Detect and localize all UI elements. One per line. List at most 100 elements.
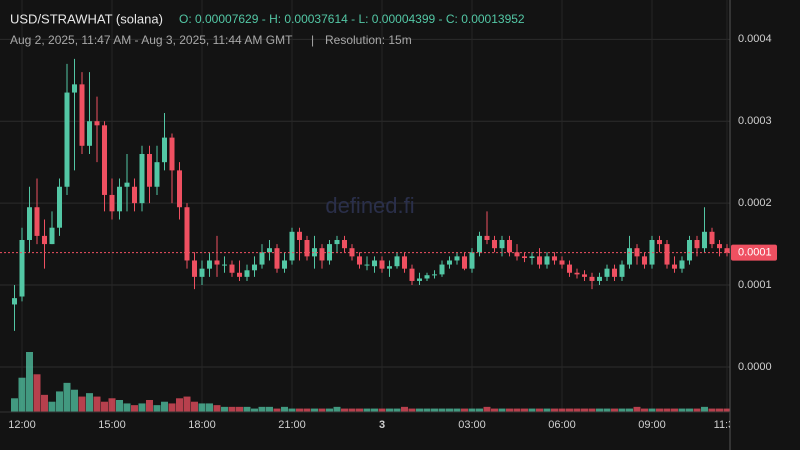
volume-bar (603, 408, 611, 412)
candle-body (402, 256, 407, 269)
candle-body (604, 268, 610, 277)
candle-body (342, 239, 347, 249)
candle-body (87, 121, 92, 146)
volume-bar (48, 401, 56, 412)
volume-bar (161, 401, 168, 412)
volume-bar (116, 400, 123, 412)
x-tick-label: 06:00 (548, 419, 576, 431)
candle-body (492, 239, 497, 249)
volume-bar (11, 398, 18, 412)
volume-bar (348, 408, 356, 412)
candle-body (207, 260, 212, 269)
volume-bar (183, 396, 191, 412)
candle-body (34, 207, 40, 236)
x-tick-label: 15:00 (98, 419, 126, 431)
volume-bar (333, 406, 341, 412)
candle-body (282, 260, 287, 269)
volume-bar (408, 408, 416, 412)
candle-body (364, 264, 370, 266)
candle-body (387, 266, 392, 269)
volume-bar (63, 382, 71, 412)
candle-body (537, 256, 542, 265)
candle-body (72, 84, 77, 93)
volume-bar (723, 408, 731, 412)
volume-bar (701, 406, 708, 412)
volume-bar (153, 405, 161, 412)
axis-labels: 0.0000 0.0001 0.0002 0.0003 0.0004 12:00 15:00… (0, 33, 777, 431)
volume-bar (626, 408, 633, 412)
candle-body (57, 186, 62, 228)
volume-bar (543, 408, 551, 412)
candle-body (109, 194, 115, 212)
volume-bars (11, 352, 731, 412)
separator: | (311, 33, 314, 47)
volume-bar (536, 408, 543, 412)
last-price-label: 0.0001 (738, 247, 772, 259)
candle-body (394, 256, 400, 267)
x-tick-labels: 12:00 15:00 18:00 21:00 3 03:00 06:00 09:00 11:3… (8, 419, 730, 431)
candle-body (439, 264, 445, 275)
volume-bar (506, 408, 513, 412)
volume-bar (33, 374, 41, 412)
candle-body (477, 235, 482, 253)
candle-body (229, 264, 235, 273)
volume-bar (303, 408, 311, 412)
candle-body (724, 248, 730, 253)
x-tick-label: 3 (379, 419, 385, 431)
volume-bar (26, 352, 33, 412)
candle-body (169, 137, 175, 171)
volume-bar (431, 408, 438, 412)
candle-body (267, 248, 272, 253)
candle-body (717, 244, 722, 249)
candle-body (259, 252, 265, 265)
candle-body (139, 153, 145, 204)
candle-body (702, 231, 707, 249)
y-tick-label: 0.0004 (738, 33, 772, 45)
candle-body (627, 248, 632, 265)
volume-bar (78, 396, 86, 412)
candle-body (132, 186, 137, 204)
volume-bar (708, 408, 716, 412)
volume-bar (558, 408, 566, 412)
candle-body (514, 252, 520, 257)
candle-body (379, 260, 385, 269)
candle-body (469, 252, 475, 269)
candle-body (507, 239, 512, 253)
candle-body (297, 231, 302, 240)
volume-bar (71, 389, 78, 412)
volume-bar (326, 408, 333, 412)
candle-body (619, 264, 625, 277)
volume-bar (671, 408, 678, 412)
volume-bar (386, 408, 393, 412)
volume-bar (566, 408, 573, 412)
volume-bar (273, 408, 281, 412)
candle-body (687, 239, 692, 261)
y-tick-label: 0.0000 (738, 361, 772, 373)
candle-body (192, 260, 197, 277)
volume-bar (551, 408, 558, 412)
volume-bar (41, 394, 48, 412)
volume-bar (663, 408, 671, 412)
candle-body (252, 264, 257, 271)
volume-bar (648, 408, 656, 412)
volume-bar (521, 408, 528, 412)
candle-body (154, 162, 160, 187)
candle-body (597, 276, 602, 281)
candle-body (642, 256, 647, 265)
volume-bar (266, 406, 273, 412)
candle-body (409, 268, 415, 281)
candle-body (117, 186, 122, 212)
candle-body (12, 298, 17, 305)
candle-body (529, 256, 535, 259)
candle-body (177, 170, 182, 208)
volume-bar (423, 408, 431, 412)
volume-bar (596, 408, 603, 412)
volume-bar (93, 396, 101, 412)
volume-bar (101, 401, 108, 412)
volume-bar (18, 377, 26, 412)
candle-body (589, 276, 595, 281)
volume-bar (528, 408, 536, 412)
volume-bar (168, 403, 176, 412)
candle-body (184, 207, 190, 261)
volume-bar (228, 406, 236, 412)
